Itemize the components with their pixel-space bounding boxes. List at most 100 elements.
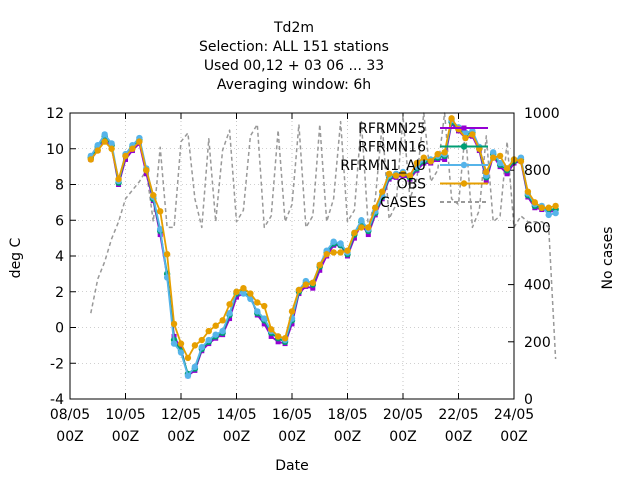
y2-tick-label: 200 [524, 335, 551, 351]
data-point [504, 171, 510, 177]
data-point [496, 152, 504, 160]
title-line-4: Averaging window: 6h [217, 77, 371, 93]
data-point [358, 217, 365, 224]
data-point [247, 295, 254, 303]
data-point [261, 321, 267, 327]
series-layer [87, 112, 559, 379]
series-line [90, 112, 557, 360]
data-point [281, 335, 289, 342]
data-point [427, 158, 434, 165]
series-cases [90, 112, 557, 360]
x-tick-label: 18/05 [327, 407, 367, 423]
axis-ticks: 08/05 00Z 10/05 00Z 12/05 00Z 14/05 00Z 16/05 00Z… [46, 106, 559, 445]
x-tick-label: 00Z [500, 429, 527, 445]
data-point [552, 209, 559, 217]
data-point [462, 134, 469, 142]
series-line [90, 122, 556, 377]
data-point [441, 149, 448, 156]
series-line [90, 119, 556, 377]
y2-tick-label: 800 [524, 163, 551, 179]
x-tick-label: 00Z [223, 429, 250, 445]
data-point [337, 240, 344, 247]
data-point [538, 204, 545, 211]
data-point [399, 170, 407, 177]
data-point [420, 154, 428, 161]
data-point [233, 288, 240, 295]
title-line-2: Selection: ALL 151 stations [199, 39, 389, 55]
data-point [275, 339, 281, 345]
y-tick-label: 2 [55, 285, 64, 301]
data-point [227, 316, 233, 322]
y-tick-label: 8 [55, 178, 64, 194]
data-point [191, 363, 199, 371]
data-point [552, 202, 559, 210]
data-point [330, 249, 337, 256]
data-point [483, 178, 489, 184]
data-point [198, 336, 206, 344]
y-tick-label: -2 [50, 356, 64, 372]
data-point [234, 294, 239, 300]
data-point [545, 211, 552, 219]
data-point [274, 333, 282, 340]
legend: RFRMN25 RFRMN16 RFRMN1_AU OBS CASES [340, 121, 488, 211]
y-tick-label: 10 [46, 142, 64, 158]
legend-marker [460, 180, 468, 187]
data-point [310, 285, 316, 291]
data-point [261, 315, 268, 322]
legend-marker [460, 161, 468, 169]
data-point [129, 145, 136, 152]
legend-label: RFRMN16 [358, 140, 426, 156]
title-line-1: Td2m [273, 20, 314, 36]
data-point [323, 251, 330, 258]
x-tick-label: 16/05 [272, 407, 312, 423]
x-tick-label: 00Z [167, 429, 194, 445]
data-point [156, 208, 164, 215]
legend-label: OBS [397, 177, 426, 193]
data-point [150, 192, 157, 199]
data-point [101, 138, 108, 145]
data-point [302, 281, 310, 288]
data-point [219, 317, 226, 324]
data-point [406, 172, 414, 179]
data-point [462, 129, 469, 136]
y-tick-label: -4 [50, 392, 64, 408]
y-tick-label: 6 [55, 213, 64, 229]
data-point [392, 172, 400, 179]
x-tick-label: 00Z [278, 429, 305, 445]
title-line-3: Used 00,12 + 03 06 ... 33 [204, 58, 384, 74]
data-point [122, 152, 129, 160]
plot-frame [69, 112, 515, 400]
x-tick-label: 00Z [112, 429, 139, 445]
data-point [413, 159, 421, 167]
data-point [101, 131, 108, 138]
data-point [378, 188, 386, 195]
title: Td2m Selection: ALL 151 stations Used 00… [199, 20, 389, 93]
data-point [254, 299, 261, 306]
data-point [177, 340, 185, 347]
data-point [240, 284, 247, 292]
legend-marker [461, 125, 467, 131]
x-tick-label: 10/05 [105, 407, 145, 423]
data-point [489, 154, 497, 161]
data-point [351, 229, 358, 236]
data-point [434, 150, 441, 158]
y2-tick-label: 0 [524, 392, 533, 408]
data-point [455, 125, 462, 133]
data-point [489, 149, 497, 156]
data-point [212, 322, 219, 329]
y-tick-label: 12 [46, 106, 64, 122]
legend-label: RFRMN1_AU [340, 158, 426, 174]
data-point [219, 327, 226, 335]
data-point [351, 235, 357, 241]
data-point [156, 225, 164, 233]
x-tick-label: 00Z [56, 429, 83, 445]
data-point [317, 267, 323, 273]
data-point [108, 140, 115, 147]
data-point [358, 224, 365, 231]
legend-label: RFRMN25 [358, 121, 426, 137]
x-tick-label: 08/05 [50, 407, 90, 423]
data-point [372, 204, 379, 211]
data-point [226, 310, 233, 317]
data-point [448, 115, 455, 122]
